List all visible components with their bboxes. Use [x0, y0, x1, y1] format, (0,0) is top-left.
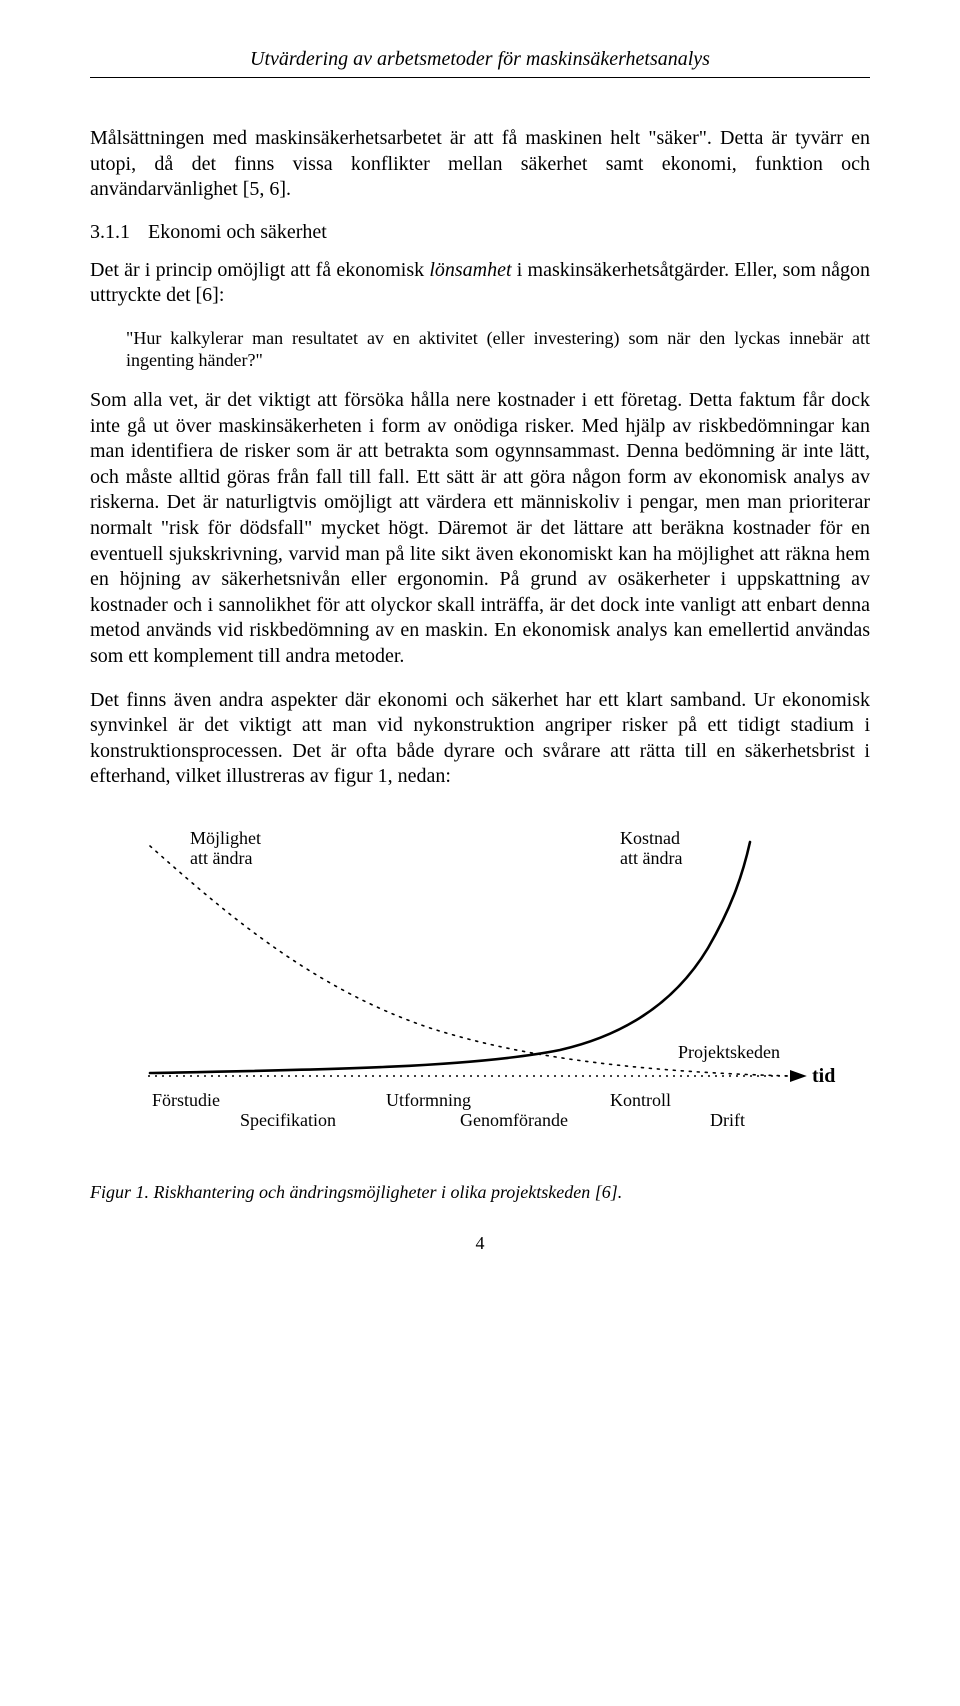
figure-1: Möjlighetatt ändraKostnadatt ändraProjek… [90, 818, 870, 1138]
svg-text:Möjlighet: Möjlighet [190, 828, 261, 848]
page-header-title: Utvärdering av arbetsmetoder för maskins… [90, 48, 870, 71]
svg-text:Specifikation: Specifikation [240, 1110, 336, 1130]
para2-part-a: Det är i princip omöjligt att få ekonomi… [90, 259, 429, 281]
svg-text:Utformning: Utformning [386, 1090, 471, 1110]
svg-text:tid: tid [812, 1065, 835, 1087]
figure-caption: Figur 1. Riskhantering och ändringsmöjli… [90, 1182, 870, 1203]
page-number: 4 [90, 1233, 870, 1254]
svg-text:att ändra: att ändra [190, 848, 252, 868]
subsection-title: Ekonomi och säkerhet [148, 221, 327, 244]
blockquote: "Hur kalkylerar man resultatet av en akt… [126, 327, 870, 372]
subsection-heading: 3.1.1 Ekonomi och säkerhet [90, 221, 870, 244]
paragraph-intro: Målsättningen med maskinsäkerhetsarbetet… [90, 126, 870, 203]
svg-text:Förstudie: Förstudie [152, 1090, 220, 1110]
paragraph-lonsamhet: Det är i princip omöjligt att få ekonomi… [90, 258, 870, 309]
svg-text:att ändra: att ändra [620, 848, 682, 868]
subsection-number: 3.1.1 [90, 221, 130, 244]
paragraph-aspects: Det finns även andra aspekter där ekonom… [90, 688, 870, 790]
figure-1-svg: Möjlighetatt ändraKostnadatt ändraProjek… [90, 818, 870, 1138]
paragraph-main: Som alla vet, är det viktigt att försöka… [90, 388, 870, 670]
svg-text:Drift: Drift [710, 1110, 745, 1130]
svg-text:Kostnad: Kostnad [620, 828, 680, 848]
svg-text:Kontroll: Kontroll [610, 1090, 671, 1110]
svg-text:Projektskeden: Projektskeden [678, 1042, 780, 1062]
para2-italic: lönsamhet [429, 259, 511, 281]
svg-text:Genomförande: Genomförande [460, 1110, 568, 1130]
header-divider [90, 77, 870, 78]
